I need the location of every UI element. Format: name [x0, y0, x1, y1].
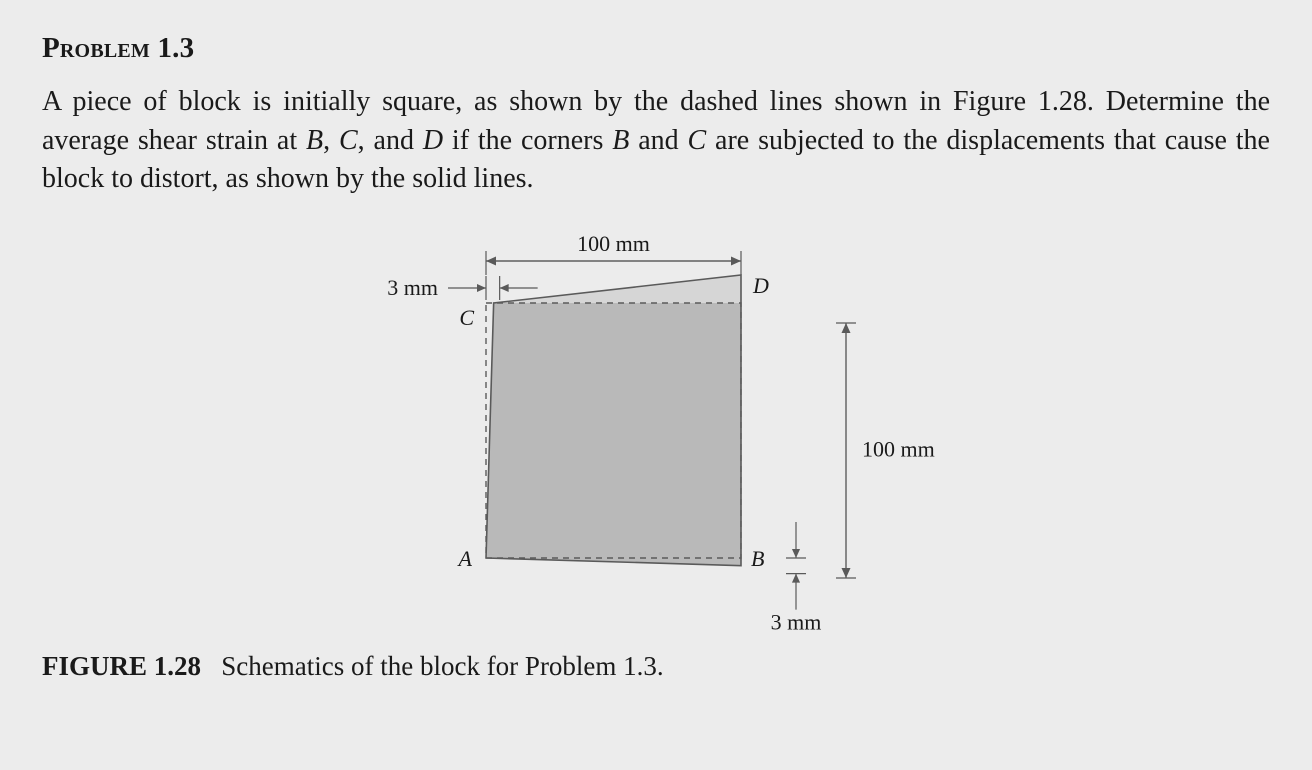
body-ital-B: B	[306, 125, 323, 156]
body-text: and	[629, 125, 687, 156]
body-ital-C2: C	[687, 125, 706, 156]
body-text: if the corners	[443, 125, 612, 156]
problem-title: Problem 1.3	[42, 32, 1270, 65]
body-text: ,	[323, 125, 339, 156]
svg-text:100 mm: 100 mm	[577, 231, 650, 256]
problem-body: A piece of block is initially square, as…	[42, 83, 1270, 199]
body-ital-B2: B	[612, 125, 629, 156]
svg-text:100 mm: 100 mm	[862, 436, 935, 461]
figure-wrap: 100 mm 100 mm 3 mm 3 mm A B C D	[42, 205, 1270, 645]
svg-text:A: A	[457, 546, 473, 571]
caption-rest: Schematics of the block for Problem 1.3.	[221, 651, 663, 681]
svg-text:B: B	[751, 546, 764, 571]
body-ital-C: C	[339, 125, 358, 156]
page-root: Problem 1.3 A piece of block is initiall…	[0, 0, 1312, 770]
body-text: , and	[358, 125, 423, 156]
caption-lead: FIGURE 1.28	[42, 651, 201, 681]
figure-svg: 100 mm 100 mm 3 mm 3 mm A B C D	[296, 205, 1016, 645]
body-ital-D: D	[423, 125, 443, 156]
svg-text:3 mm: 3 mm	[771, 610, 822, 635]
svg-text:D: D	[752, 273, 769, 298]
svg-text:C: C	[459, 305, 474, 330]
svg-text:3 mm: 3 mm	[387, 275, 438, 300]
figure-caption: FIGURE 1.28 Schematics of the block for …	[42, 651, 1270, 682]
